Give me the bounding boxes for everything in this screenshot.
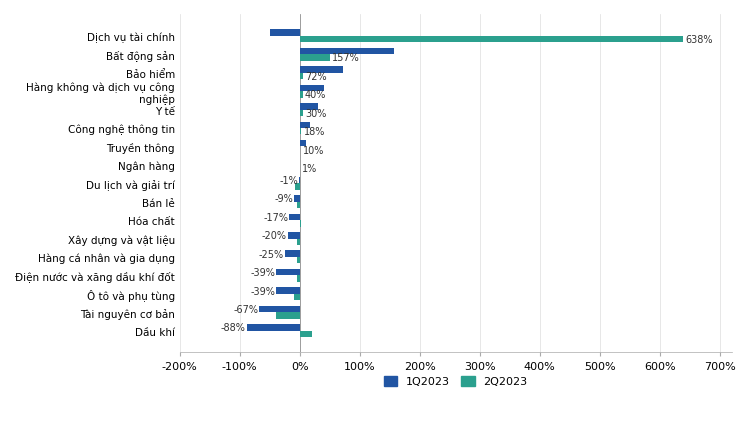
Text: 18%: 18%: [304, 127, 326, 137]
Bar: [300, 122, 310, 129]
Bar: [300, 129, 302, 135]
Text: -25%: -25%: [258, 249, 284, 259]
Text: 1%: 1%: [302, 164, 317, 174]
Bar: [276, 313, 300, 319]
Bar: [300, 141, 306, 147]
Bar: [300, 74, 303, 80]
Bar: [294, 294, 300, 300]
Bar: [300, 86, 324, 92]
Text: -88%: -88%: [220, 322, 246, 333]
Bar: [247, 325, 300, 331]
Bar: [290, 214, 300, 221]
Bar: [300, 37, 682, 43]
Bar: [297, 202, 300, 209]
Bar: [294, 196, 300, 202]
Text: -1%: -1%: [279, 176, 298, 186]
Bar: [300, 55, 330, 62]
Text: -39%: -39%: [251, 268, 275, 277]
Bar: [285, 251, 300, 257]
Bar: [296, 184, 300, 190]
Bar: [260, 306, 300, 313]
Bar: [276, 288, 300, 294]
Legend: 1Q2023, 2Q2023: 1Q2023, 2Q2023: [380, 371, 532, 391]
Bar: [300, 221, 302, 227]
Bar: [300, 331, 312, 337]
Bar: [300, 92, 303, 98]
Text: 10%: 10%: [303, 145, 324, 155]
Text: 638%: 638%: [685, 35, 712, 45]
Text: -17%: -17%: [263, 212, 288, 222]
Text: -9%: -9%: [274, 194, 293, 204]
Bar: [270, 30, 300, 37]
Text: -39%: -39%: [251, 286, 275, 296]
Bar: [297, 239, 300, 245]
Bar: [300, 67, 343, 74]
Text: 30%: 30%: [305, 109, 326, 118]
Bar: [300, 110, 303, 117]
Text: 157%: 157%: [332, 53, 360, 63]
Bar: [276, 269, 300, 276]
Text: 40%: 40%: [305, 90, 326, 100]
Text: -20%: -20%: [262, 231, 286, 241]
Bar: [300, 49, 394, 55]
Bar: [297, 276, 300, 282]
Bar: [297, 257, 300, 264]
Text: -67%: -67%: [233, 304, 258, 314]
Bar: [288, 233, 300, 239]
Bar: [300, 104, 318, 110]
Text: 72%: 72%: [305, 72, 327, 82]
